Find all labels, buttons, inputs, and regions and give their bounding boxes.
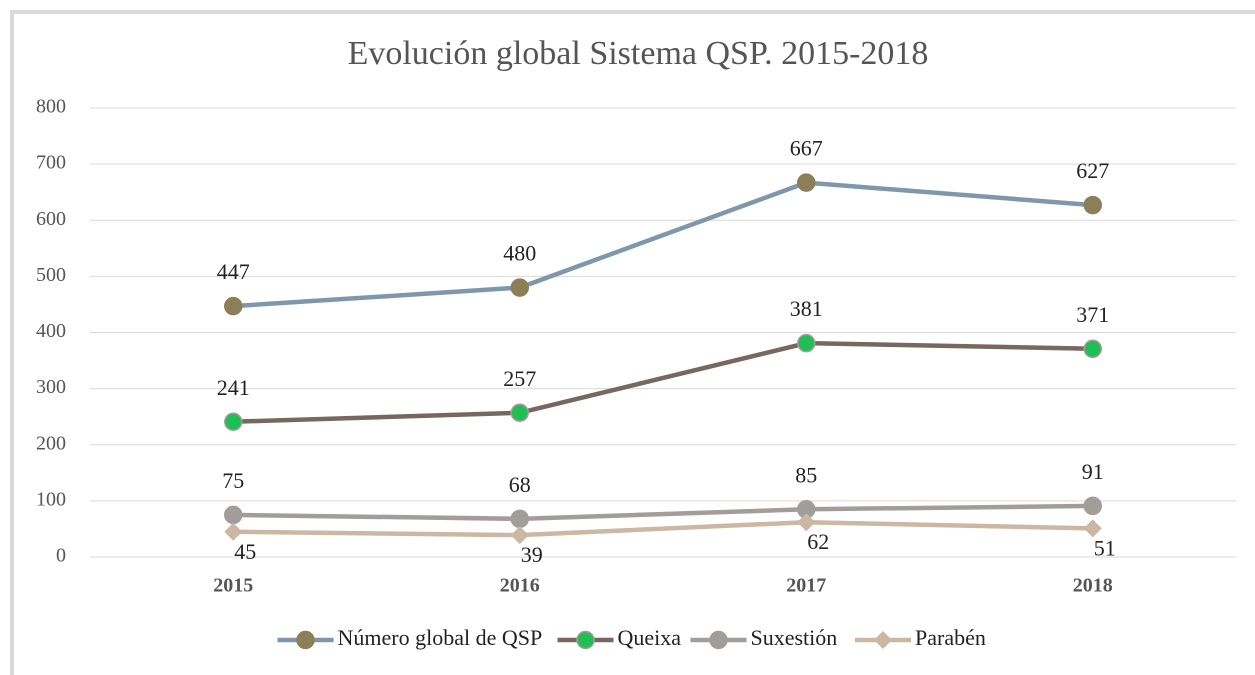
data-point [1083, 519, 1102, 538]
y-tick-label: 500 [36, 264, 66, 286]
data-label: 667 [790, 136, 823, 161]
data-point [797, 173, 816, 192]
data-point [510, 278, 529, 297]
x-tick-label: 2017 [786, 575, 826, 597]
y-tick-label: 600 [36, 208, 66, 230]
data-label: 39 [521, 542, 543, 567]
series-line [233, 340, 1093, 424]
data-label: 51 [1094, 535, 1116, 560]
data-label: 62 [807, 529, 829, 554]
legend-marker [296, 630, 315, 650]
data-point [510, 526, 529, 545]
legend-marker [874, 631, 892, 649]
data-point [1083, 195, 1102, 215]
series-line [233, 180, 1093, 309]
legend-label: Queixa [618, 625, 682, 650]
data-point [797, 513, 816, 532]
data-label: 45 [234, 539, 256, 564]
data-point [510, 509, 529, 529]
data-label: 75 [222, 468, 244, 493]
y-tick-label: 100 [36, 488, 66, 510]
data-point [797, 333, 816, 353]
data-point [1083, 496, 1102, 516]
y-tick-label: 400 [36, 320, 66, 342]
data-label: 91 [1082, 459, 1104, 484]
data-point [224, 412, 243, 431]
chart-title: Evolución global Sistema QSP. 2015-2018 [348, 35, 929, 72]
x-tick-label: 2015 [213, 575, 253, 597]
data-label: 381 [790, 296, 823, 321]
y-tick-label: 200 [36, 432, 66, 454]
x-tick-label: 2016 [500, 575, 540, 597]
data-label: 68 [509, 472, 531, 497]
x-tick-label: 2018 [1073, 575, 1113, 597]
legend-label: Suxestión [751, 625, 838, 650]
data-label: 627 [1076, 158, 1109, 183]
data-point [224, 522, 243, 541]
data-label: 480 [503, 241, 536, 266]
data-point [510, 403, 529, 423]
y-tick-label: 800 [36, 96, 66, 118]
legend-marker [576, 630, 595, 650]
y-tick-label: 0 [56, 545, 66, 567]
data-point [224, 296, 243, 316]
series-line [233, 519, 1093, 538]
legend-label: Número global de QSP [338, 625, 543, 650]
data-label: 447 [217, 259, 250, 284]
series-line [233, 503, 1093, 522]
legend-marker [709, 630, 728, 650]
y-tick-label: 300 [36, 376, 66, 398]
legend-label: Parabén [915, 625, 986, 650]
data-point [1083, 339, 1102, 359]
data-label: 257 [503, 366, 536, 391]
frame [10, 10, 1255, 675]
data-label: 85 [795, 462, 817, 487]
data-label: 241 [217, 375, 250, 400]
data-label: 371 [1076, 302, 1109, 327]
data-point [224, 505, 243, 525]
y-tick-label: 700 [36, 152, 66, 174]
